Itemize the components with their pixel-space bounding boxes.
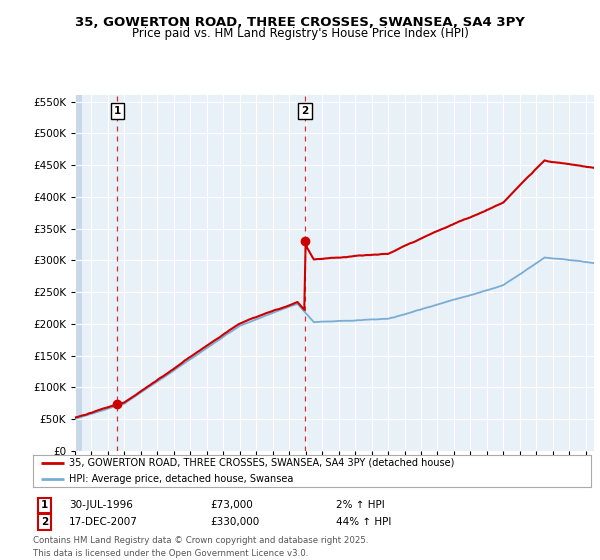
Text: 2: 2 xyxy=(301,106,308,116)
Text: Price paid vs. HM Land Registry's House Price Index (HPI): Price paid vs. HM Land Registry's House … xyxy=(131,27,469,40)
Text: Contains HM Land Registry data © Crown copyright and database right 2025.
This d: Contains HM Land Registry data © Crown c… xyxy=(33,536,368,558)
Text: 1: 1 xyxy=(114,106,121,116)
Text: 2% ↑ HPI: 2% ↑ HPI xyxy=(336,500,385,510)
Text: 2: 2 xyxy=(41,517,48,527)
Bar xyxy=(75,95,82,451)
Text: 17-DEC-2007: 17-DEC-2007 xyxy=(69,517,138,527)
Text: 30-JUL-1996: 30-JUL-1996 xyxy=(69,500,133,510)
Text: 1: 1 xyxy=(41,500,48,510)
Text: £330,000: £330,000 xyxy=(210,517,259,527)
Text: 35, GOWERTON ROAD, THREE CROSSES, SWANSEA, SA4 3PY: 35, GOWERTON ROAD, THREE CROSSES, SWANSE… xyxy=(75,16,525,29)
Text: 44% ↑ HPI: 44% ↑ HPI xyxy=(336,517,391,527)
Text: 35, GOWERTON ROAD, THREE CROSSES, SWANSEA, SA4 3PY (detached house): 35, GOWERTON ROAD, THREE CROSSES, SWANSE… xyxy=(69,458,455,468)
Text: HPI: Average price, detached house, Swansea: HPI: Average price, detached house, Swan… xyxy=(69,474,293,484)
Text: £73,000: £73,000 xyxy=(210,500,253,510)
